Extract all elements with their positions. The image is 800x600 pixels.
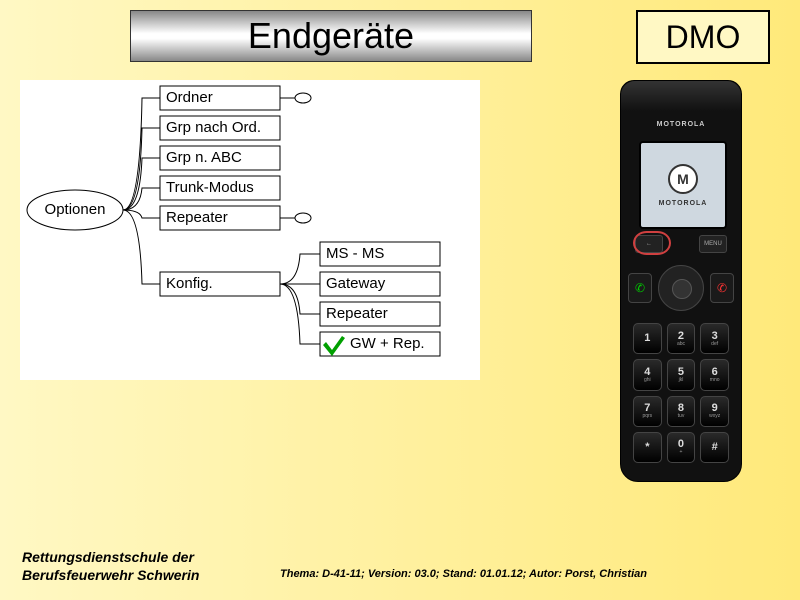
- dmo-text: DMO: [666, 19, 741, 56]
- svg-text:Ordner: Ordner: [166, 89, 213, 106]
- title-bar: Endgeräte: [130, 10, 532, 62]
- key-0[interactable]: 0+: [667, 432, 696, 463]
- footer-org: Rettungsdienstschule der Berufsfeuerwehr…: [22, 549, 199, 584]
- main-items: Ordner Grp nach Ord. Grp n. ABC Trunk-Mo…: [160, 86, 280, 296]
- key-#[interactable]: #: [700, 432, 729, 463]
- svg-text:Grp n. ABC: Grp n. ABC: [166, 149, 242, 166]
- footer-meta: Thema: D-41-11; Version: 03.0; Stand: 01…: [280, 568, 647, 580]
- softkey-right[interactable]: MENU: [699, 235, 727, 253]
- svg-text:Gateway: Gateway: [326, 275, 386, 292]
- konfig-children: MS - MS Gateway Repeater GW + Rep.: [320, 242, 440, 356]
- tree-root-label: Optionen: [45, 201, 106, 218]
- key-2[interactable]: 2abc: [667, 323, 696, 354]
- slide-title: Endgeräte: [248, 15, 414, 57]
- svg-text:Repeater: Repeater: [166, 209, 228, 226]
- radio-device: MOTOROLA M MOTOROLA ← MENU ✆ ✆ 12abc3def…: [620, 80, 740, 480]
- screen-brand-text: MOTOROLA: [659, 200, 708, 207]
- key-3[interactable]: 3def: [700, 323, 729, 354]
- key-5[interactable]: 5jkl: [667, 359, 696, 390]
- svg-text:Konfig.: Konfig.: [166, 275, 213, 292]
- device-brand: MOTOROLA: [621, 121, 741, 128]
- options-tree: Optionen Ordner Grp nach Ord. Grp n. ABC…: [20, 80, 480, 380]
- svg-text:GW + Rep.: GW + Rep.: [350, 335, 425, 352]
- key-8[interactable]: 8tuv: [667, 396, 696, 427]
- keypad: 12abc3def 4ghi5jkl6mno 7pqrs8tuv9wxyz *0+#: [633, 323, 729, 463]
- screen-logo-icon: M: [668, 164, 698, 194]
- key-6[interactable]: 6mno: [700, 359, 729, 390]
- key-9[interactable]: 9wxyz: [700, 396, 729, 427]
- device-screen: M MOTOROLA: [639, 141, 727, 229]
- key-*[interactable]: *: [633, 432, 662, 463]
- highlight-circle: [633, 231, 671, 255]
- footer-org-line1: Rettungsdienstschule der: [22, 549, 199, 567]
- svg-text:Trunk-Modus: Trunk-Modus: [166, 179, 254, 196]
- slide: Endgeräte DMO Optionen Ordner Grp nach O…: [0, 0, 800, 600]
- call-key[interactable]: ✆: [628, 273, 652, 303]
- footer-org-line2: Berufsfeuerwehr Schwerin: [22, 567, 199, 585]
- dpad[interactable]: [658, 265, 704, 311]
- end-key[interactable]: ✆: [710, 273, 734, 303]
- svg-text:Grp nach Ord.: Grp nach Ord.: [166, 119, 261, 136]
- key-4[interactable]: 4ghi: [633, 359, 662, 390]
- svg-text:Repeater: Repeater: [326, 305, 388, 322]
- svg-text:MS - MS: MS - MS: [326, 245, 384, 262]
- key-1[interactable]: 1: [633, 323, 662, 354]
- key-7[interactable]: 7pqrs: [633, 396, 662, 427]
- dmo-badge: DMO: [636, 10, 770, 64]
